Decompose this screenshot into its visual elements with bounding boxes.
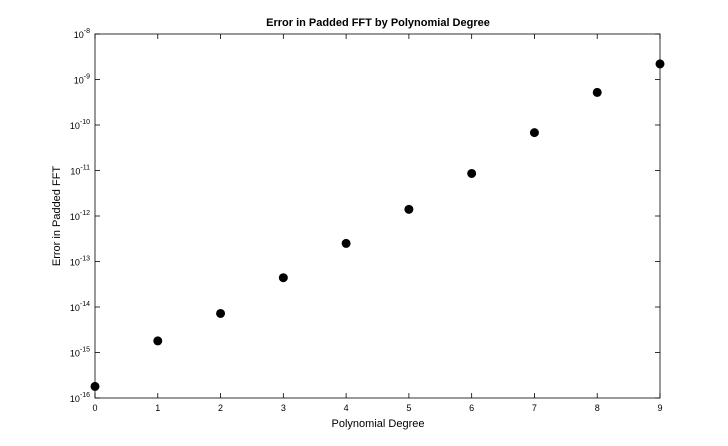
data-point <box>90 381 100 391</box>
chart-title: Error in Padded FFT by Polynomial Degree <box>266 17 490 29</box>
x-tick-label: 9 <box>657 403 662 413</box>
y-tick-label: 10-11 <box>70 165 90 177</box>
data-point <box>404 204 414 214</box>
x-tick-label: 5 <box>406 403 411 413</box>
data-point <box>467 168 477 178</box>
y-tick-label: 10-9 <box>74 74 90 86</box>
y-tick-label: 10-10 <box>70 119 90 131</box>
x-tick-label: 3 <box>281 403 286 413</box>
data-point <box>278 273 288 283</box>
data-point <box>592 87 602 97</box>
x-tick-label: 8 <box>595 403 600 413</box>
y-tick-label: 10-13 <box>70 256 90 268</box>
data-point <box>216 308 226 318</box>
x-tick-label: 2 <box>218 403 223 413</box>
y-tick-label: 10-8 <box>74 28 90 40</box>
y-tick-label: 10-16 <box>70 392 90 404</box>
x-tick-label: 0 <box>92 403 97 413</box>
x-tick-label: 6 <box>469 403 474 413</box>
y-tick-label: 10-12 <box>70 210 90 222</box>
x-tick-label: 4 <box>344 403 349 413</box>
y-axis-label: Error in Padded FFT <box>51 166 63 267</box>
data-point <box>153 336 163 346</box>
y-tick-label: 10-15 <box>70 347 90 359</box>
x-axis-label: Polynomial Degree <box>332 418 425 430</box>
data-point <box>655 59 665 69</box>
y-tick-label: 10-14 <box>70 301 90 313</box>
plot-area <box>94 33 661 399</box>
x-tick-label: 7 <box>532 403 537 413</box>
x-tick-label: 1 <box>155 403 160 413</box>
data-point <box>529 128 539 138</box>
data-point <box>341 238 351 248</box>
